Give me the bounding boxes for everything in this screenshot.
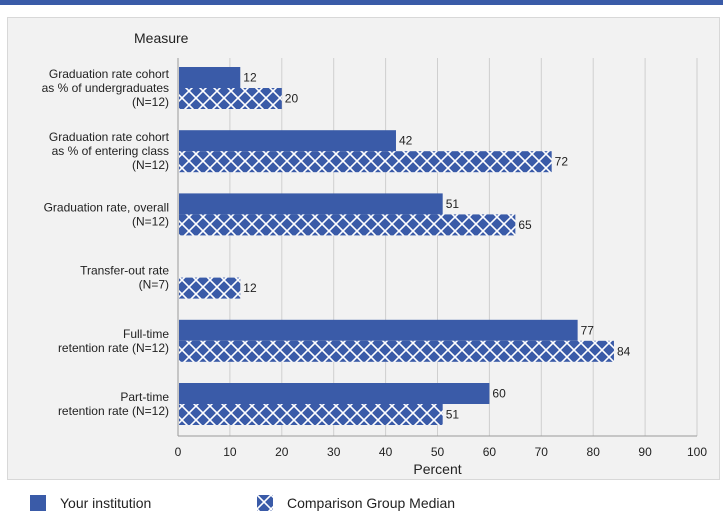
category-label: Graduation rate cohort as % of undergradu…	[42, 67, 170, 109]
x-tick-label: 100	[687, 445, 707, 459]
bars	[179, 67, 614, 425]
data-label: 77	[581, 323, 595, 337]
x-axis: 0 10 20 30 40 50 60 70 80 90 100 Percent	[175, 58, 707, 477]
category-label-line: retention rate (N=12)	[58, 404, 169, 418]
x-tick-label: 20	[275, 445, 289, 459]
data-label: 12	[243, 281, 257, 295]
x-tick-label: 80	[587, 445, 601, 459]
category-label: Graduation rate cohort as % of entering c…	[49, 130, 170, 172]
category-label: Graduation rate, overall (N=12)	[44, 200, 169, 228]
category-label: Part-time retention rate (N=12)	[58, 390, 169, 418]
x-axis-title: Percent	[413, 461, 461, 477]
bar-comparison-median	[179, 151, 552, 173]
legend: Your institution Comparison Group Median	[0, 486, 723, 514]
legend-label: Comparison Group Median	[287, 495, 456, 511]
legend-swatch-solid	[30, 495, 46, 511]
x-tick-label: 90	[638, 445, 652, 459]
category-label: Transfer-out rate (N=7)	[80, 264, 169, 292]
category-label-line: (N=12)	[132, 214, 169, 228]
data-label: 60	[492, 387, 506, 401]
legend-swatch-crosshatch	[257, 495, 273, 511]
bar-your-institution	[179, 130, 396, 152]
x-tick-label: 50	[431, 445, 445, 459]
category-label-line: Graduation rate cohort	[49, 67, 170, 81]
x-tick-label: 40	[379, 445, 393, 459]
category-label-line: Full-time	[123, 327, 169, 341]
legend-label: Your institution	[60, 495, 152, 511]
category-label-line: (N=12)	[132, 158, 169, 172]
bar-your-institution	[179, 319, 578, 341]
bar-your-institution	[179, 383, 490, 404]
data-label: 72	[555, 155, 569, 169]
data-label: 20	[285, 92, 299, 106]
header-rule	[0, 0, 723, 5]
bar-your-institution	[179, 193, 443, 215]
category-label-line: (N=12)	[132, 95, 169, 109]
bar-comparison-median	[179, 404, 443, 425]
category-header: Measure	[134, 30, 189, 46]
data-labels: 12 20 42 72 51 65 12 77 84 60 51	[243, 71, 630, 422]
data-label: 12	[243, 71, 257, 85]
category-label-line: as % of entering class	[52, 144, 169, 158]
bar-your-institution	[179, 67, 241, 88]
grid-lines	[177, 58, 698, 436]
bar-comparison-median	[179, 88, 282, 109]
category-label-line: retention rate (N=12)	[58, 341, 169, 355]
x-tick-label: 0	[175, 445, 182, 459]
category-label: Full-time retention rate (N=12)	[58, 327, 169, 355]
bar-comparison-median	[179, 340, 614, 362]
data-label: 51	[446, 408, 460, 422]
x-tick-label: 10	[223, 445, 237, 459]
data-label: 51	[446, 197, 460, 211]
category-label-line: as % of undergraduates	[42, 81, 169, 95]
data-label: 42	[399, 134, 413, 148]
category-label-line: Transfer-out rate	[80, 264, 169, 278]
bar-comparison-median	[179, 214, 516, 236]
bar-comparison-median	[179, 277, 241, 299]
category-label-line: Part-time	[120, 390, 169, 404]
category-label-line: Graduation rate cohort	[49, 130, 170, 144]
data-label: 65	[518, 218, 532, 232]
x-tick-label: 60	[483, 445, 497, 459]
x-tick-label: 70	[535, 445, 549, 459]
category-label-line: Graduation rate, overall	[44, 200, 169, 214]
category-label-line: (N=7)	[139, 278, 169, 292]
x-tick-label: 30	[327, 445, 341, 459]
data-label: 84	[617, 344, 631, 358]
